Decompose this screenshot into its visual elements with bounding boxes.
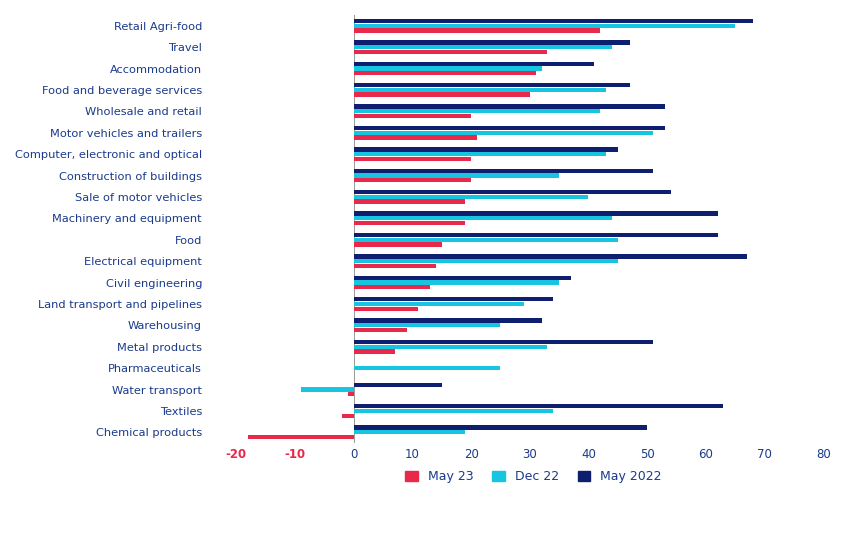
Bar [354,221,465,225]
Bar [354,216,612,221]
Bar [354,168,653,173]
Bar [354,212,717,216]
Bar [354,50,547,54]
Bar [354,425,647,430]
Bar [354,383,442,387]
Bar [354,131,653,135]
Bar [354,233,717,237]
Bar [354,238,618,242]
Bar [354,345,547,349]
Bar [354,19,753,23]
Bar [354,328,406,332]
Bar [354,104,665,109]
Bar [301,387,354,392]
Bar [248,435,354,439]
Bar [348,392,354,397]
Bar [354,109,600,114]
Bar [354,264,436,268]
Bar [354,157,471,161]
Bar [354,340,653,344]
Bar [354,178,471,182]
Bar [354,280,559,285]
Bar [354,62,594,66]
Bar [354,71,536,75]
Bar [342,414,354,418]
Bar [354,173,559,177]
Bar [354,306,418,311]
Bar [354,83,630,87]
Bar [354,366,501,370]
Bar [354,126,665,130]
Bar [354,323,501,327]
Legend: May 23, Dec 22, May 2022: May 23, Dec 22, May 2022 [400,465,666,488]
Bar [354,135,477,140]
Bar [354,199,465,204]
Bar [354,28,600,33]
Bar [354,297,553,301]
Bar [354,243,442,247]
Bar [354,430,465,434]
Bar [354,404,723,408]
Bar [354,45,612,49]
Bar [354,195,588,199]
Bar [354,67,541,70]
Bar [354,259,618,263]
Bar [354,93,530,96]
Bar [354,114,471,118]
Bar [354,285,430,289]
Bar [354,319,541,322]
Bar [354,41,630,45]
Bar [354,302,524,306]
Bar [354,152,606,156]
Bar [354,88,606,92]
Bar [354,276,571,280]
Bar [354,190,671,195]
Bar [354,23,735,28]
Bar [354,349,394,353]
Bar [354,147,618,151]
Bar [354,254,747,259]
Bar [354,409,553,413]
